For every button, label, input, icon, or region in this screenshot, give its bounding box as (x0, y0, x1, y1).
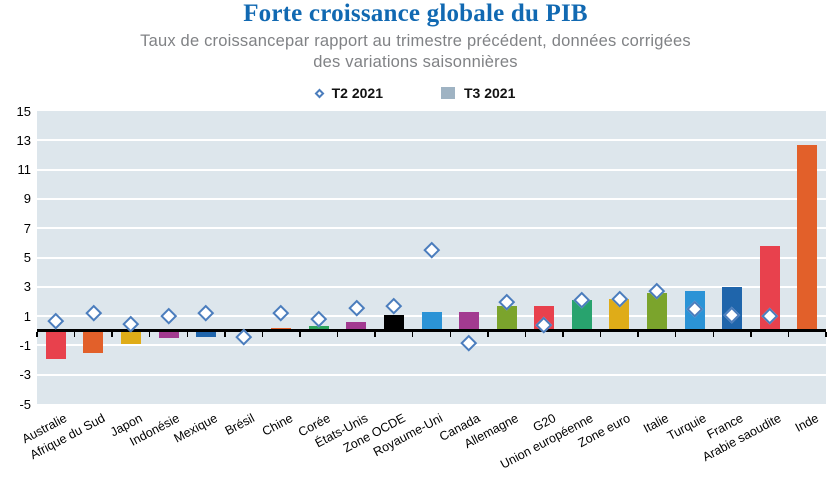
axis-tick (674, 332, 677, 337)
chart-subtitle: Taux de croissancepar rapport au trimest… (0, 31, 831, 73)
y-axis-label: 13 (16, 132, 31, 148)
axis-tick (73, 332, 76, 337)
axis-tick (750, 332, 752, 337)
y-axis-label: -5 (19, 396, 31, 412)
t3-bar (571, 299, 592, 331)
y-axis-label: -3 (19, 367, 31, 383)
t3-bar (158, 330, 179, 339)
y-axis-label: 1 (23, 308, 31, 324)
axis-tick (148, 332, 151, 337)
x-axis-label: Chine (259, 411, 295, 439)
axis-tick (261, 332, 264, 337)
gridline--3 (37, 373, 826, 376)
legend-label-t2: T2 2021 (331, 85, 383, 101)
axis-tick (449, 332, 452, 337)
axis-tick (111, 332, 113, 337)
t3-bar (196, 330, 217, 337)
x-axis-line (37, 329, 826, 333)
t3-bar (797, 144, 818, 331)
axis-tick (487, 332, 489, 337)
t3-bar (83, 330, 104, 353)
y-axis-label: 7 (23, 220, 31, 236)
t3-bar (496, 305, 517, 331)
axis-tick (336, 332, 339, 337)
legend-label-t3: T3 2021 (464, 85, 516, 101)
axis-tick (411, 332, 414, 337)
axis-tick (186, 332, 189, 337)
t3-bar (308, 326, 329, 331)
t3-bar (459, 311, 480, 331)
axis-tick (524, 332, 527, 337)
legend-item-t3: T3 2021 (441, 85, 515, 101)
axis-tick (562, 332, 564, 337)
chart-subtitle-line2: des variations saisonnières (313, 53, 518, 71)
legend-item-t2: T2 2021 (314, 85, 383, 101)
t3-bar (45, 330, 66, 359)
y-axis-label: 3 (23, 279, 31, 295)
y-axis-label: 5 (23, 250, 31, 265)
axis-tick (299, 332, 301, 337)
chart-subtitle-line1: Taux de croissancepar rapport au trimest… (140, 32, 691, 50)
axis-tick (36, 332, 38, 337)
axis-tick (825, 332, 827, 337)
diamond-marker-icon (314, 88, 325, 98)
gridline--1 (37, 344, 826, 347)
gridline-11 (37, 168, 826, 171)
y-axis-label: 9 (23, 191, 31, 207)
t3-bar (421, 311, 442, 331)
axis-tick (599, 332, 602, 337)
x-axis-label: Mexique (171, 411, 220, 446)
axis-tick (224, 332, 226, 337)
t3-bar (383, 314, 404, 331)
chart-title: Forte croissance globale du PIB (243, 0, 588, 27)
y-axis-label: -1 (19, 337, 31, 353)
t3-bar (759, 245, 780, 331)
y-axis-label: 15 (16, 103, 31, 119)
bar-swatch-icon (441, 87, 455, 99)
axis-tick (712, 332, 715, 337)
x-axis-label: Brésil (223, 411, 258, 439)
gridline-3 (37, 285, 826, 288)
x-axis-label: Inde (792, 411, 821, 435)
t3-bar (120, 330, 141, 344)
t3-bar (609, 298, 630, 331)
t3-bar (646, 292, 667, 331)
axis-tick (374, 332, 376, 337)
chart-legend: T2 2021 T3 2021 (0, 85, 831, 101)
x-axis-label: Turquie (664, 411, 709, 444)
gridline-13 (37, 139, 826, 142)
t3-bar (346, 321, 367, 331)
axis-tick (787, 332, 790, 337)
y-axis-label: 11 (17, 162, 32, 178)
gridline-9 (37, 197, 826, 200)
axis-tick (637, 332, 639, 337)
gridline-7 (37, 227, 826, 230)
